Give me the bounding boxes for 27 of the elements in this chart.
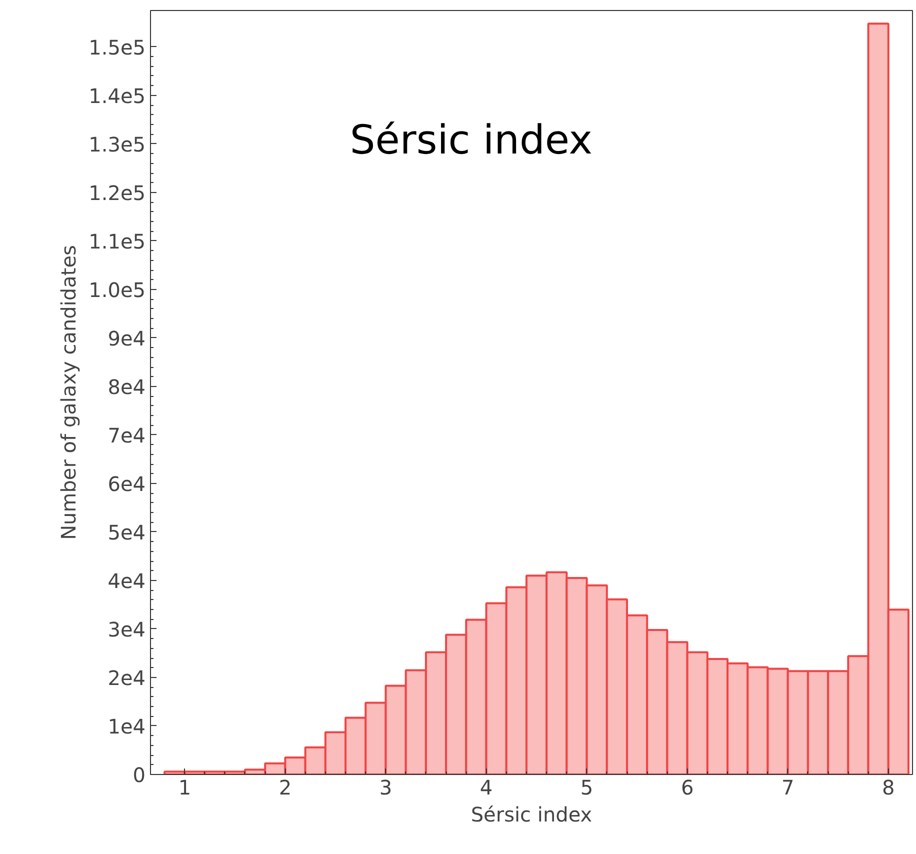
y-tick-label: 1.3e5 bbox=[88, 132, 146, 156]
y-tick-label: 1.5e5 bbox=[88, 35, 146, 60]
y-tick-label: 0 bbox=[132, 763, 146, 787]
y-tick-label: 1.4e5 bbox=[88, 84, 146, 108]
y-tick-label: 1.1e5 bbox=[88, 229, 146, 254]
y-tick-label: 1e4 bbox=[108, 714, 146, 738]
x-tick-label: 8 bbox=[882, 776, 895, 800]
y-axis-title: Number of galaxy candidates bbox=[56, 245, 81, 540]
y-tick-label: 6e4 bbox=[108, 472, 146, 496]
text: Sérsic index bbox=[350, 117, 592, 164]
y-tick-label: 4e4 bbox=[108, 568, 146, 593]
y-tick-label: 8e4 bbox=[108, 374, 146, 399]
x-tick-label: 1 bbox=[178, 776, 192, 800]
x-tick-label: 2 bbox=[278, 776, 292, 800]
x-tick-label: 4 bbox=[480, 776, 493, 800]
x-tick-label: 6 bbox=[680, 776, 694, 800]
y-tick-label: 9e4 bbox=[108, 326, 146, 350]
y-tick-label: 1.0e5 bbox=[88, 278, 146, 302]
x-axis-title: Sérsic index bbox=[470, 802, 592, 826]
y-tick-label: 1.2e5 bbox=[88, 180, 146, 205]
y-tick-label: 3e4 bbox=[108, 617, 146, 642]
x-tick-label: 3 bbox=[379, 776, 392, 800]
y-tick-label: 2e4 bbox=[108, 666, 146, 690]
y-tick-label: 5e4 bbox=[108, 520, 146, 544]
y-tick-label: 7e4 bbox=[108, 423, 146, 448]
x-tick-label: 7 bbox=[781, 776, 794, 800]
x-tick-label: 5 bbox=[580, 776, 594, 800]
